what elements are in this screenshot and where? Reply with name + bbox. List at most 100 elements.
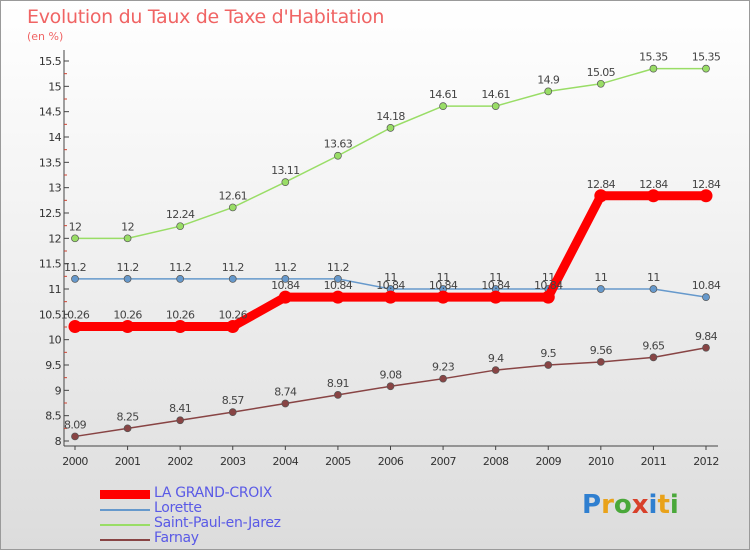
x-tick-label: 2005 <box>325 455 351 468</box>
data-label: 13.63 <box>324 138 353 151</box>
x-tick-label: 2009 <box>535 455 561 468</box>
data-label: 15.35 <box>692 51 721 64</box>
x-tick-label: 2011 <box>641 455 667 468</box>
data-label: 9.84 <box>695 330 718 343</box>
data-point <box>278 290 292 304</box>
data-point <box>436 290 450 304</box>
data-label: 10.84 <box>481 279 510 292</box>
data-point <box>331 290 345 304</box>
data-point <box>173 319 187 333</box>
data-point <box>646 189 660 203</box>
data-label: 11 <box>437 271 450 284</box>
data-point <box>228 408 237 416</box>
legend-swatch <box>100 539 150 541</box>
data-point <box>334 391 342 399</box>
y-tick-label: 8 <box>55 435 62 448</box>
x-tick-label: 2006 <box>378 455 404 468</box>
data-point <box>439 374 447 383</box>
data-label: 14.61 <box>429 88 458 101</box>
data-point <box>544 87 553 96</box>
x-tick-label: 2001 <box>115 455 141 468</box>
data-point <box>71 234 79 243</box>
data-label: 12.84 <box>639 178 668 191</box>
x-tick-label: 2008 <box>483 455 509 468</box>
legend-label: Saint-Paul-en-Jarez <box>154 515 281 531</box>
y-tick-label: 8.5 <box>45 410 61 423</box>
data-point <box>702 343 710 352</box>
y-tick-label: 10 <box>48 334 61 347</box>
data-point <box>702 293 710 301</box>
data-label: 10.26 <box>166 308 195 321</box>
legend-label: Lorette <box>154 500 202 516</box>
data-label: 12 <box>121 220 134 233</box>
data-point <box>176 416 185 425</box>
data-point <box>121 319 135 333</box>
data-point <box>228 203 237 212</box>
data-point <box>334 151 342 160</box>
y-tick-label: 12.5 <box>39 207 62 220</box>
data-point <box>596 285 605 293</box>
data-label: 12.24 <box>166 208 195 221</box>
x-tick-label: 2010 <box>588 455 614 468</box>
data-label: 8.09 <box>64 418 87 431</box>
x-tick-label: 2002 <box>167 455 193 468</box>
data-point <box>71 432 79 441</box>
y-tick-label: 9.5 <box>45 359 61 372</box>
data-label: 11 <box>489 271 502 284</box>
data-point <box>123 424 132 433</box>
data-label: 10.26 <box>61 308 90 321</box>
data-label: 12.84 <box>587 178 616 191</box>
x-tick-label: 2000 <box>62 455 88 468</box>
logo-letter: i <box>648 490 658 520</box>
data-label: 11.2 <box>117 261 139 274</box>
data-label: 12 <box>69 220 82 233</box>
y-tick-label: 10.5 <box>39 308 62 321</box>
data-point <box>649 353 658 362</box>
y-tick-label: 15.5 <box>39 55 62 68</box>
data-label: 14.61 <box>481 88 510 101</box>
data-label: 9.65 <box>642 339 665 352</box>
data-label: 11 <box>594 271 607 284</box>
chart-title: Evolution du Taux de Taxe d'Habitation <box>27 6 385 28</box>
data-point <box>596 79 605 88</box>
legend-swatch <box>100 490 150 499</box>
logo-letter: x <box>631 490 649 520</box>
y-tick-label: 11.5 <box>39 258 62 271</box>
data-label: 14.9 <box>537 73 560 86</box>
data-label: 10.84 <box>324 279 353 292</box>
data-point <box>176 275 185 283</box>
x-tick-label: 2003 <box>220 455 246 468</box>
data-label: 11.2 <box>274 261 296 274</box>
x-tick-label: 2004 <box>273 455 299 468</box>
data-point <box>594 189 608 203</box>
data-point <box>281 399 290 408</box>
legend-item: Saint-Paul-en-Jarez <box>100 515 400 532</box>
logo-letter: P <box>582 490 602 520</box>
data-point <box>596 358 605 366</box>
y-tick-label: 13 <box>48 182 61 195</box>
data-point <box>544 361 553 369</box>
data-point <box>123 275 132 283</box>
data-label: 13.11 <box>271 164 300 177</box>
data-label: 10.26 <box>219 308 248 321</box>
legend-swatch <box>100 509 150 511</box>
data-label: 12.61 <box>219 189 248 202</box>
logo-letter: i <box>669 490 679 520</box>
data-point <box>334 275 342 283</box>
series-line-3 <box>74 347 707 438</box>
data-point <box>702 64 710 73</box>
data-point <box>491 102 500 110</box>
data-label: 11 <box>647 271 660 284</box>
legend-item: Lorette <box>100 500 400 517</box>
data-point <box>649 285 658 293</box>
x-tick-label: 2007 <box>430 455 456 468</box>
data-label: 14.18 <box>376 110 405 123</box>
chart-subtitle: (en %) <box>27 30 64 43</box>
data-label: 10.84 <box>271 279 300 292</box>
data-label: 9.08 <box>379 368 402 381</box>
y-tick-label: 14.5 <box>39 106 62 119</box>
legend-item: LA GRAND-CROIX <box>100 485 400 502</box>
data-point <box>386 382 395 391</box>
